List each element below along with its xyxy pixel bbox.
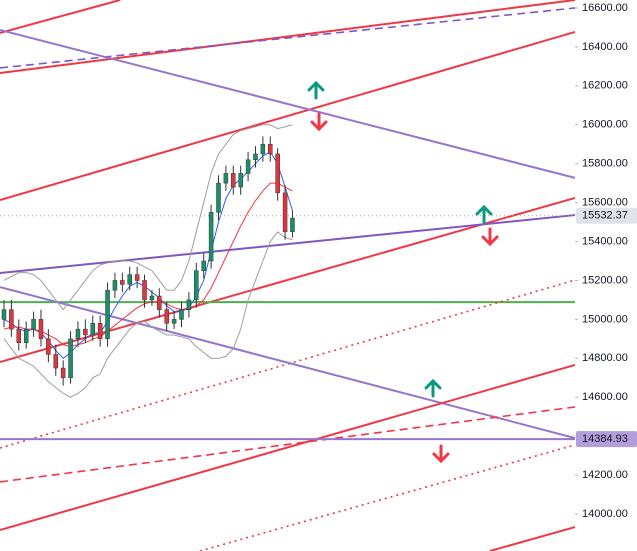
candle-body (231, 173, 236, 188)
candle-body (164, 309, 169, 324)
candle-body (53, 354, 59, 369)
y-tick-label: 14600.00 (582, 391, 628, 403)
axis-background (575, 0, 637, 551)
candle-body (127, 274, 132, 285)
candle-body (38, 319, 44, 340)
candle-body (260, 143, 266, 155)
candle-body (142, 280, 147, 301)
candle-body (223, 173, 229, 184)
candle-body (179, 309, 184, 320)
candle-body (282, 192, 288, 233)
candle-body (9, 309, 14, 330)
up-arrow (307, 80, 325, 100)
down-arrow (310, 112, 328, 132)
signal-arrows (307, 80, 499, 464)
trend-line (0, 7, 576, 69)
candle-body (171, 319, 177, 324)
candle-body (216, 182, 221, 213)
y-tick-label: 14000.00 (582, 508, 628, 520)
candle-body (83, 328, 88, 336)
up-arrow (475, 204, 493, 224)
y-tick-label: 14800.00 (582, 352, 628, 364)
candle-body (90, 323, 96, 336)
candle-body (112, 280, 118, 291)
candle-body (46, 338, 51, 355)
y-tick-label: 15800.00 (582, 158, 628, 170)
trend-line (489, 526, 576, 551)
y-tick-label: 16200.00 (582, 80, 628, 92)
indicator-line (3, 182, 293, 348)
candle-body (238, 173, 243, 188)
trend-line (0, 286, 576, 440)
candle-body (1, 309, 7, 320)
down-arrow (481, 227, 499, 247)
indicator-line (3, 151, 293, 359)
price-axis: 14000.0014200.0014400.0014600.0014800.00… (575, 0, 637, 551)
candle-body (120, 280, 125, 285)
trend-line (0, 30, 576, 202)
y-tick-label: 16400.00 (582, 41, 628, 53)
candle-body (253, 153, 258, 161)
trend-line (0, 406, 576, 483)
candle-body (97, 323, 103, 340)
candle-body (149, 295, 155, 301)
candle-body (60, 367, 66, 379)
trend-line (0, 0, 576, 74)
candle-body (105, 289, 110, 340)
price-label-box (576, 431, 637, 448)
y-tick-label: 15200.00 (582, 274, 628, 286)
y-tick-label: 15000.00 (582, 313, 628, 325)
candle-body (157, 295, 162, 310)
y-tick-label: 16600.00 (582, 2, 628, 14)
price-label: 15532.37 (582, 210, 628, 222)
candle-body (23, 328, 29, 343)
trend-line (0, 29, 576, 179)
candle-body (75, 328, 81, 340)
down-arrow (432, 444, 450, 464)
price-label-box (576, 207, 637, 224)
candle-body (290, 217, 295, 233)
y-tick-label: 15400.00 (582, 235, 628, 247)
trend-line (0, 279, 576, 449)
candle-body (275, 153, 280, 194)
indicator-line (3, 231, 293, 398)
candle-body (208, 212, 214, 262)
y-tick-label: 15600.00 (582, 197, 628, 209)
price-label: 14384.93 (582, 433, 628, 445)
candle-body (134, 274, 140, 281)
candle-body (68, 338, 73, 379)
candle-body (31, 319, 36, 330)
indicator-line (3, 124, 293, 311)
candle-body (245, 159, 251, 174)
trend-line (0, 214, 576, 275)
candle-body (268, 143, 273, 155)
candle-body (201, 260, 206, 271)
trend-line (0, 0, 121, 34)
candle-body (194, 270, 199, 301)
up-arrow (424, 378, 442, 398)
candle-body (16, 328, 22, 343)
candle-body (186, 299, 192, 310)
trend-line (199, 444, 576, 551)
y-tick-label: 14200.00 (582, 469, 628, 481)
y-tick-label: 16000.00 (582, 119, 628, 131)
plot-area (0, 0, 576, 551)
trend-line (0, 363, 576, 531)
